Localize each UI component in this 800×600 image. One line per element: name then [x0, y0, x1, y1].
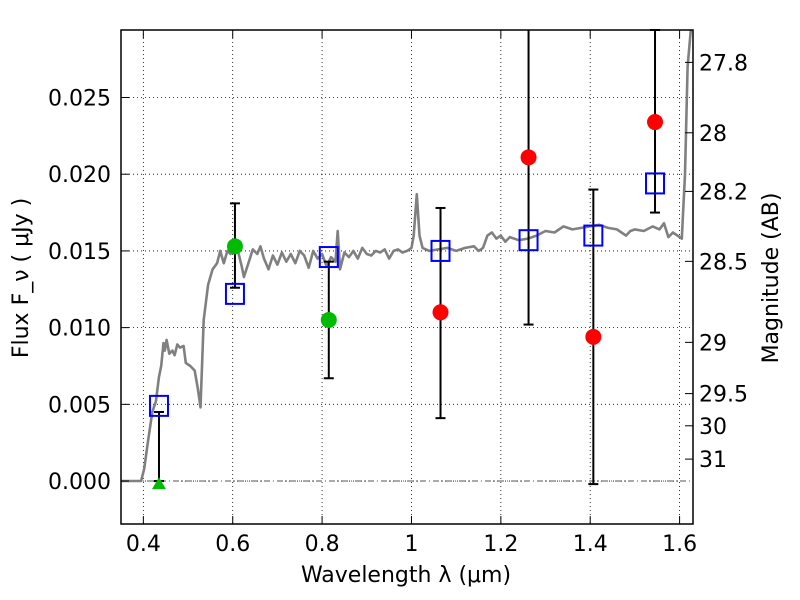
magnitude-tick-label: 31	[699, 448, 727, 473]
sed-model-line	[121, 29, 693, 483]
magnitude-tick-label: 28.2	[699, 180, 748, 205]
x-tick-label: 1.4	[573, 532, 608, 557]
x-tick-labels: 0.4 0.6 0.8 1 1.2 1.4 1.6	[126, 532, 697, 557]
flux-circle-marker	[647, 114, 664, 131]
y-tick-label: 0.020	[48, 163, 111, 188]
upper-limit-triangle-marker	[151, 477, 166, 490]
magnitude-tick-label: 28	[699, 122, 727, 147]
y-tick-labels: 0.000 0.005 0.010 0.015 0.020 0.025	[48, 87, 111, 496]
y-tick-label: 0.025	[48, 87, 111, 112]
photometry-square-marker	[518, 229, 539, 252]
x-tick-label: 0.4	[126, 532, 161, 557]
x-axis-label: Wavelength λ (μm)	[301, 563, 511, 588]
axis-ticks	[121, 30, 693, 524]
y-axis-label: Flux F_ν ( μJy )	[9, 198, 34, 358]
magnitude-tick-label: 29	[699, 331, 727, 356]
x-tick-label: 1.2	[483, 532, 518, 557]
photometry-square-marker	[224, 282, 245, 305]
x-tick-label: 1.6	[662, 532, 697, 557]
photometry-square-marker	[148, 394, 169, 417]
magnitude-tick-label: 29.5	[699, 383, 748, 408]
sed-model-curve	[121, 29, 693, 483]
y-tick-label: 0.015	[48, 240, 111, 265]
photometry-square-marker	[430, 239, 451, 262]
magnitude-tick-label: 28.5	[699, 250, 748, 275]
data-markers	[148, 114, 666, 490]
flux-circle-marker	[520, 149, 537, 166]
x-tick-label: 1	[404, 532, 418, 557]
flux-circle-marker	[226, 238, 243, 255]
y-tick-label: 0.005	[48, 393, 111, 418]
y-tick-label: 0.000	[48, 470, 111, 495]
plot-frame	[120, 29, 694, 525]
grid-lines	[121, 30, 693, 524]
flux-circle-marker	[585, 328, 602, 345]
magnitude-tick-label: 30	[699, 415, 727, 440]
y-tick-label: 0.010	[48, 317, 111, 342]
magnitude-tick-label: 27.8	[699, 51, 748, 76]
flux-circle-marker	[320, 311, 337, 328]
photometry-square-marker	[645, 172, 666, 195]
photometry-square-marker	[318, 246, 339, 269]
flux-circle-marker	[432, 304, 449, 321]
magnitude-tick-labels: 27.8 28 28.2 28.5 29 29.5 30 31	[699, 51, 748, 473]
y-axis-right-label: Magnitude (AB)	[759, 193, 784, 364]
x-tick-label: 0.6	[215, 532, 250, 557]
x-tick-label: 0.8	[305, 532, 340, 557]
photometry-square-marker	[583, 224, 604, 247]
